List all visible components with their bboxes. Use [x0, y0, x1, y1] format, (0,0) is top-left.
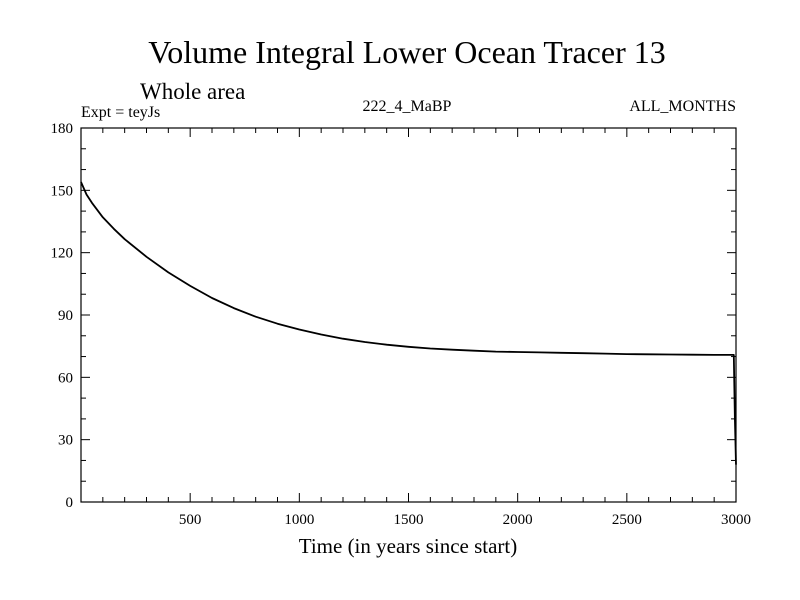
x-tick-label: 1000 [284, 512, 314, 528]
series-line [80, 181, 737, 465]
x-tick-label: 3000 [721, 512, 751, 528]
plot-frame [80, 127, 737, 503]
x-tick-label: 500 [179, 512, 202, 528]
y-tick-label: 90 [58, 308, 73, 324]
y-axis: 0 30 60 90 120 150 180 [51, 121, 736, 511]
y-tick-label: 0 [66, 495, 74, 511]
y-tick-label: 180 [51, 121, 74, 137]
y-tick-label: 30 [58, 433, 73, 449]
run-label: 222_4_MaBP [363, 98, 452, 115]
y-tick-label: 120 [51, 246, 74, 262]
x-tick-label: 1500 [394, 512, 424, 528]
y-tick-label: 150 [51, 183, 74, 199]
chart-subtitle: Whole area [140, 79, 245, 104]
chart-title: Volume Integral Lower Ocean Tracer 13 [148, 34, 665, 70]
x-axis-label: Time (in years since start) [299, 534, 518, 558]
x-axis: 500 1000 1500 2000 2500 3000 [102, 128, 751, 528]
y-tick-label: 60 [58, 370, 73, 386]
experiment-label: Expt = teyJs [81, 104, 160, 121]
x-tick-label: 2500 [612, 512, 642, 528]
x-tick-label: 2000 [503, 512, 533, 528]
period-label: ALL_MONTHS [629, 98, 736, 115]
series-layer [80, 181, 737, 465]
